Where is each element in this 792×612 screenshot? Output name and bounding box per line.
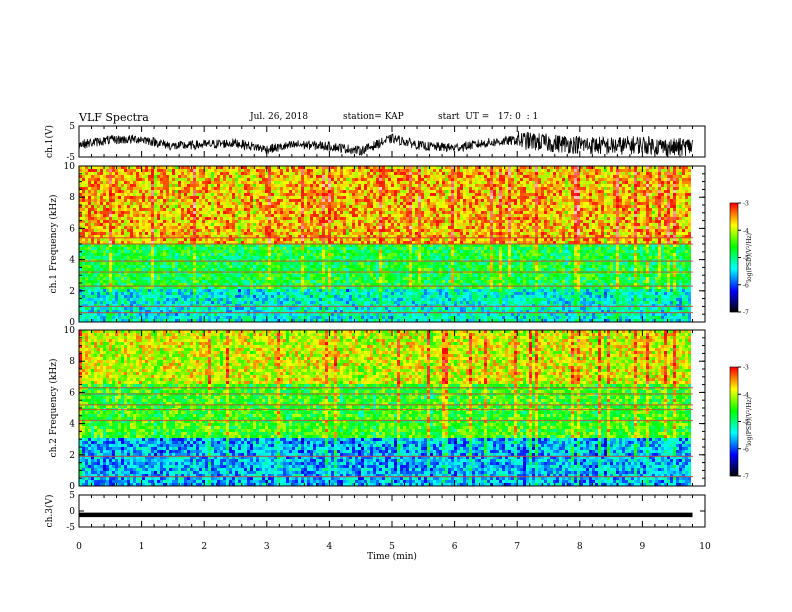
- y-tick-label: 8: [69, 193, 75, 203]
- colorbar-tick-label: -3: [743, 201, 749, 208]
- y-tick-label: 2: [69, 451, 75, 461]
- x-tick-label: 0: [76, 542, 82, 552]
- y-tick-label: 2: [69, 287, 75, 297]
- colorbar-label: log(PSD)(V²/Hz): [746, 233, 753, 282]
- y-tick-label: 0: [69, 507, 75, 517]
- x-axis-label: Time (min): [367, 551, 417, 562]
- colorbar-tick-label: -7: [743, 474, 749, 481]
- x-tick-label: 8: [577, 542, 583, 552]
- colorbar-tick-label: -6: [743, 282, 749, 289]
- colorbar-tick-label: -6: [743, 446, 749, 453]
- colorbar-tick-label: -7: [743, 310, 749, 317]
- colorbar-label: log(PSD)(V²/Hz): [746, 397, 753, 446]
- y-tick-label: 4: [69, 256, 75, 266]
- y-tick-label: -5: [66, 523, 75, 533]
- colorbar: [730, 367, 738, 476]
- x-tick-label: 6: [452, 542, 458, 552]
- y-tick-label: 10: [64, 162, 76, 172]
- y-axis-label: ch.1 Frequency (kHz): [48, 195, 59, 294]
- y-tick-label: 6: [69, 388, 75, 398]
- y-tick-label: 5: [69, 491, 75, 501]
- x-tick-label: 4: [327, 542, 333, 552]
- x-tick-label: 10: [699, 542, 711, 552]
- y-axis-label: ch.2 Frequency (kHz): [48, 359, 59, 458]
- y-tick-label: 8: [69, 357, 75, 367]
- colorbar-tick-label: -3: [743, 365, 749, 372]
- y-tick-label: -5: [66, 153, 75, 163]
- y-tick-label: 4: [69, 420, 75, 430]
- x-tick-label: 2: [201, 542, 207, 552]
- spectrogram-ch1: [79, 166, 693, 322]
- vlf-spectra-figure: 0246810ch.1 Frequency (kHz) -3-4-5-6-7log…: [0, 0, 792, 612]
- y-axis-label: ch.3(V): [44, 495, 55, 528]
- x-tick-label: 7: [514, 542, 520, 552]
- y-tick-label: 5: [69, 122, 75, 132]
- x-tick-label: 1: [139, 542, 145, 552]
- x-tick-label: 5: [389, 542, 395, 552]
- colorbar: [730, 203, 738, 312]
- y-tick-label: 6: [69, 224, 75, 234]
- x-tick-label: 3: [264, 542, 270, 552]
- y-tick-label: 10: [64, 326, 76, 336]
- spectrogram-ch2: [79, 330, 693, 486]
- y-axis-label: ch.1(V): [44, 125, 55, 158]
- x-tick-label: 9: [640, 542, 646, 552]
